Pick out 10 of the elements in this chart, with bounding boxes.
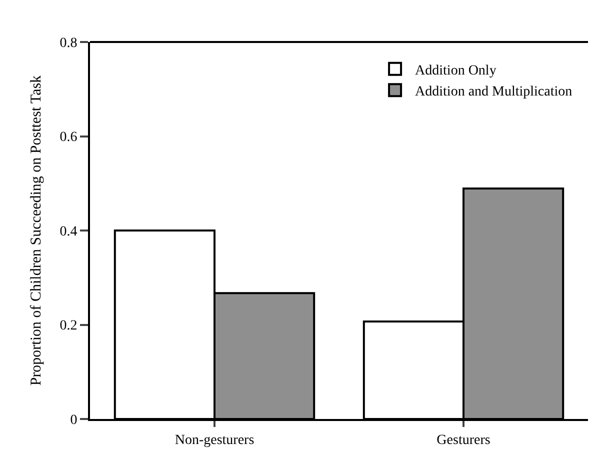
x-tick-label: Non-gesturers <box>174 432 254 448</box>
y-tick-label: 0.4 <box>60 224 78 240</box>
y-tick-label: 0 <box>70 412 78 428</box>
legend-label: Addition Only <box>415 63 496 78</box>
y-tick-label: 0.6 <box>60 130 78 146</box>
legend-label: Addition and Multiplication <box>415 84 572 100</box>
y-tick-label: 0.2 <box>60 318 78 334</box>
y-axis-title: Proportion of Children Succeeding on Posttest Task <box>28 74 44 386</box>
x-tick-label: Gesturers <box>436 432 490 448</box>
y-tick-label: 0.8 <box>60 36 78 51</box>
